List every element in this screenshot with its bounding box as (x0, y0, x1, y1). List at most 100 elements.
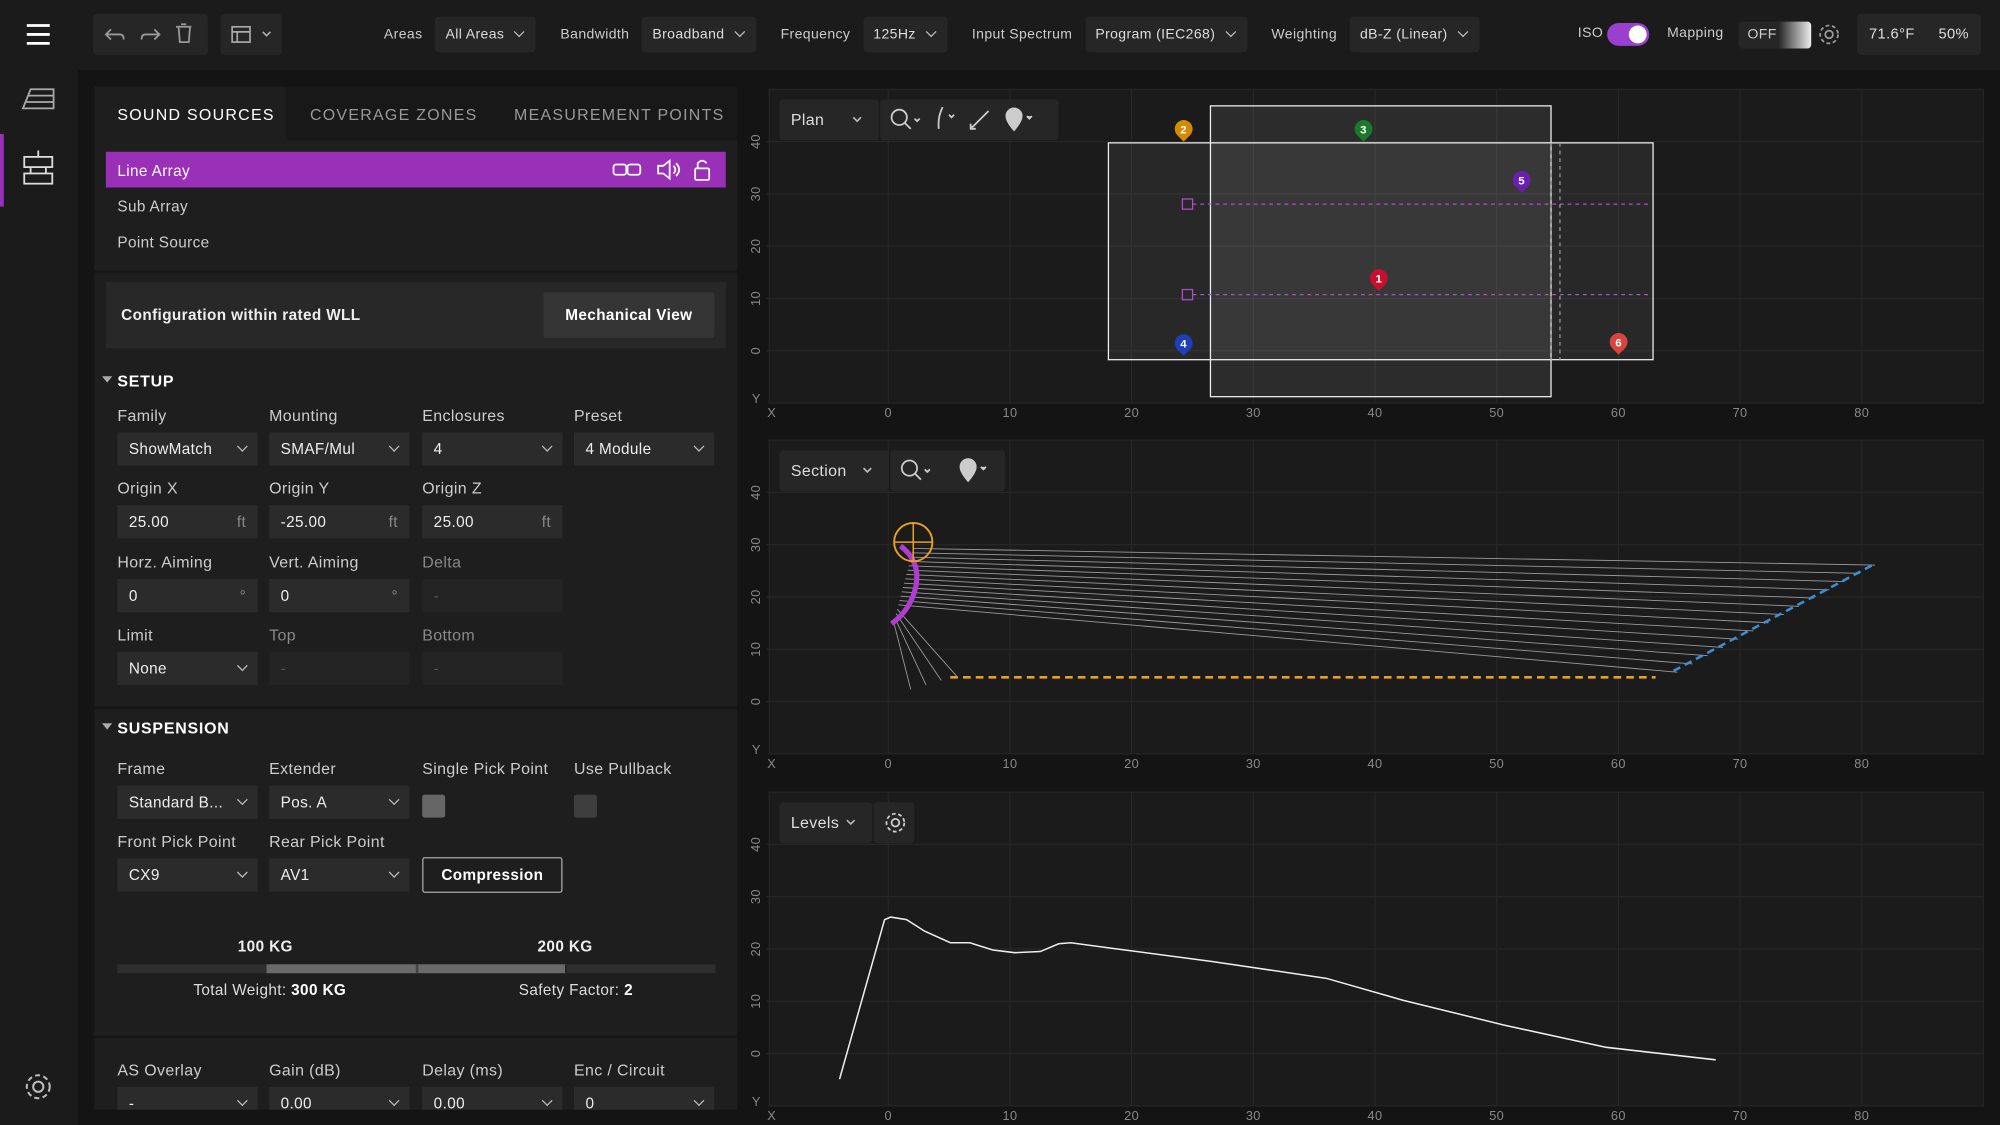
system-icon[interactable] (23, 150, 54, 185)
mapping-settings[interactable] (1816, 22, 1842, 48)
select-field[interactable]: CX9 (117, 858, 258, 892)
filter-dropdown[interactable]: All Areas (435, 16, 537, 53)
field-label: Bottom (422, 626, 476, 645)
input-field[interactable]: 0 ° (117, 579, 258, 613)
layout-button[interactable] (220, 14, 282, 55)
view-dropdown[interactable]: Plan (779, 99, 879, 141)
filter-dropdown[interactable]: Broadband (642, 16, 757, 53)
y-tick-label: 10 (748, 291, 763, 306)
environment[interactable]: 71.6°F 50% (1857, 14, 1981, 55)
collapse-arrow[interactable] (102, 376, 113, 383)
venue-icon[interactable] (21, 88, 55, 110)
marker-pin (1174, 120, 1193, 142)
field-value: ShowMatch (128, 440, 213, 458)
dropdown-box (779, 802, 873, 844)
select-field[interactable]: 0 (573, 1086, 715, 1110)
speaker-icon[interactable] (657, 158, 681, 181)
select-field[interactable]: 0.00 (269, 1086, 410, 1110)
field-value: 0 (128, 586, 138, 605)
zoom-icon[interactable] (900, 459, 918, 477)
select-field[interactable]: Standard B... (117, 785, 258, 819)
x-tick-label: 10 (1002, 756, 1017, 771)
checkbox[interactable] (573, 794, 597, 818)
source-name: Point Source (117, 233, 210, 252)
tab[interactable]: SOUND SOURCES (117, 105, 275, 124)
measurement-point[interactable]: 1 (1369, 269, 1388, 291)
lock-icon[interactable] (694, 167, 711, 181)
redo-icon[interactable] (140, 28, 161, 41)
select-field[interactable]: - (117, 1086, 258, 1110)
select-field[interactable]: Pos. A (269, 785, 410, 819)
input-field[interactable]: -25.00 ft (269, 505, 410, 539)
source-row[interactable]: Line Array (105, 151, 726, 188)
tab[interactable]: COVERAGE ZONES (309, 105, 478, 124)
filter-dropdown[interactable]: 125Hz (863, 16, 948, 53)
mapping-toggle[interactable]: OFF (1738, 21, 1812, 49)
input-field[interactable]: 25.00 ft (117, 505, 258, 539)
field-value: 0 (280, 586, 290, 605)
select-field[interactable]: ShowMatch (117, 432, 258, 466)
button[interactable]: Compression (422, 857, 563, 893)
marker-label: 4 (1180, 339, 1187, 351)
link-icon[interactable] (612, 163, 628, 176)
level-curve (838, 916, 1716, 1080)
chevron (734, 26, 746, 38)
chevron (236, 1095, 248, 1107)
divider (94, 1035, 738, 1039)
measurement-point[interactable]: 6 (1609, 333, 1628, 355)
select-field[interactable]: 0.00 (422, 1086, 563, 1110)
chevron (1457, 26, 1469, 38)
pin-icon[interactable] (959, 458, 987, 483)
chevron (388, 1095, 400, 1107)
input-field[interactable]: 0 ° (269, 579, 410, 613)
select-field[interactable]: 4 (422, 432, 563, 466)
mechanical-view-button[interactable]: Mechanical View (543, 292, 715, 339)
zoom-icon[interactable] (890, 108, 908, 126)
menu-icon[interactable] (26, 24, 50, 45)
select-field[interactable]: None (117, 651, 258, 685)
measurement-point[interactable]: 4 (1174, 334, 1193, 356)
filter-label: Input Spectrum (971, 26, 1073, 43)
pin-icon[interactable] (1005, 107, 1033, 132)
field-label: Delta (422, 553, 462, 572)
measurement-point[interactable]: 2 (1174, 120, 1193, 142)
select-field[interactable]: AV1 (269, 858, 410, 892)
marker-label: 6 (1615, 337, 1622, 349)
chevron (693, 1095, 705, 1107)
array-handle[interactable] (1181, 198, 1194, 210)
field-value: - (128, 1094, 135, 1110)
iso-toggle[interactable] (1607, 22, 1650, 46)
select-field[interactable]: SMAF/Mul (269, 432, 410, 466)
filter-label: Areas (383, 26, 423, 43)
select-field[interactable]: 4 Module (573, 432, 715, 466)
ray (898, 604, 1678, 673)
field-label: Delay (ms) (422, 1061, 504, 1080)
checkbox[interactable] (422, 794, 446, 818)
chevron (852, 116, 862, 123)
view-dropdown[interactable]: Section (779, 450, 890, 492)
filter-bar: Areas All Areas Bandwidth Broadband Frequenc… (384, 14, 1504, 55)
temperature: 71.6°F (1869, 26, 1915, 43)
measurement-point[interactable]: 5 (1512, 171, 1531, 193)
filter-dropdown[interactable]: Program (IEC268) (1085, 16, 1248, 53)
tool-icons (900, 458, 987, 483)
settings-icon[interactable] (885, 812, 906, 833)
source-row[interactable]: Point Source (106, 223, 726, 259)
collapse-arrow[interactable] (102, 723, 113, 730)
input-field[interactable]: 25.00 ft (422, 505, 563, 539)
source-name: Sub Array (117, 197, 189, 216)
measurement-point[interactable]: 3 (1354, 120, 1373, 142)
tab[interactable]: MEASUREMENT POINTS (514, 105, 725, 124)
settings-icon[interactable] (25, 1074, 51, 1100)
x-tick-label: 0 (885, 405, 892, 420)
array-handle[interactable] (1181, 288, 1194, 301)
view-dropdown[interactable]: Levels (779, 802, 873, 844)
undo-icon[interactable] (104, 28, 125, 41)
x-tick-label: 0 (885, 1108, 892, 1123)
measure-icon[interactable] (969, 110, 990, 130)
delete-icon[interactable] (176, 23, 192, 43)
source-row[interactable]: Sub Array (106, 187, 726, 223)
filter-dropdown[interactable]: dB-Z (Linear) (1349, 16, 1480, 53)
y-tick-label: 0 (748, 698, 763, 705)
array-icon[interactable] (937, 106, 955, 129)
